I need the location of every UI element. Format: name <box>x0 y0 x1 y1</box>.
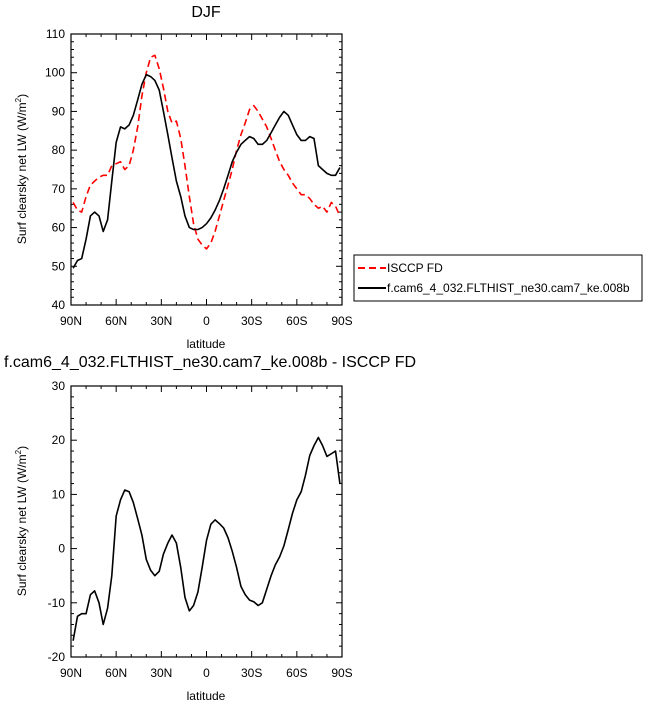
top-series-line-0 <box>72 54 341 250</box>
top-xtick-label: 0 <box>203 314 210 328</box>
top-series-line-1 <box>72 73 341 269</box>
bottom-xtick-label: 90N <box>60 666 82 680</box>
bottom-chart: f.cam6_4_032.FLTHIST_ne30.cam7_ke.008b -… <box>4 354 416 703</box>
legend-box <box>353 254 643 302</box>
top-xtick-label: 60S <box>286 314 307 328</box>
bottom-xtick-label: 30S <box>241 666 262 680</box>
top-chart-plot-frame <box>70 33 343 306</box>
bottom-chart-xlabel: latitude <box>187 689 226 703</box>
bottom-chart-lines <box>72 436 341 641</box>
legend-label-model: f.cam6_4_032.FLTHIST_ne30.cam7_ke.008b <box>387 281 630 295</box>
top-xtick-label: 60N <box>105 314 127 328</box>
top-ytick-label: 60 <box>52 221 66 235</box>
top-ytick-label: 90 <box>52 104 66 118</box>
top-ytick-label: 100 <box>45 66 65 80</box>
top-chart-xlabel: latitude <box>187 337 226 351</box>
top-xtick-label: 90S <box>331 314 352 328</box>
bottom-ytick-label: -10 <box>48 596 66 610</box>
legend: ISCCP FD f.cam6_4_032.FLTHIST_ne30.cam7_… <box>353 254 643 302</box>
bottom-series-line-0 <box>72 436 341 641</box>
top-xtick-label: 30S <box>241 314 262 328</box>
legend-label-isccp: ISCCP FD <box>387 261 443 275</box>
top-ytick-label: 80 <box>52 143 66 157</box>
bottom-xtick-label: 90S <box>331 666 352 680</box>
bottom-ytick-label: 0 <box>58 542 65 556</box>
top-chart: DJF 90N 60N 30N 0 30S 60S 90S 40 50 60 70 80 90 100 11… <box>14 4 643 351</box>
bottom-ytick-label: -20 <box>48 650 66 664</box>
bottom-chart-plot-frame <box>70 385 343 658</box>
top-xtick-label: 90N <box>60 314 82 328</box>
bottom-chart-ticks: 90N 60N 30N 0 30S 60S 90S -20 -10 0 10 20 30 <box>48 379 353 680</box>
bottom-chart-ylabel: Surf clearsky net LW (W/m2) <box>14 446 29 596</box>
bottom-xtick-label: 0 <box>203 666 210 680</box>
bottom-xtick-label: 60S <box>286 666 307 680</box>
top-ytick-label: 70 <box>52 182 66 196</box>
bottom-chart-title: f.cam6_4_032.FLTHIST_ne30.cam7_ke.008b -… <box>4 354 416 371</box>
bottom-xtick-label: 60N <box>105 666 127 680</box>
bottom-xtick-label: 30N <box>150 666 172 680</box>
bottom-ytick-label: 20 <box>52 433 66 447</box>
top-ytick-label: 110 <box>46 27 65 41</box>
top-chart-ylabel: Surf clearsky net LW (W/m2) <box>14 94 29 244</box>
top-xtick-label: 30N <box>150 314 172 328</box>
top-chart-title: DJF <box>191 4 221 21</box>
top-ytick-label: 50 <box>52 259 66 273</box>
bottom-ytick-label: 10 <box>52 487 66 501</box>
top-chart-lines <box>72 54 341 269</box>
top-ytick-label: 40 <box>52 298 66 312</box>
top-chart-ticks: 90N 60N 30N 0 30S 60S 90S 40 50 60 70 80 90 100 110 <box>45 27 353 328</box>
bottom-ytick-label: 30 <box>52 379 66 393</box>
